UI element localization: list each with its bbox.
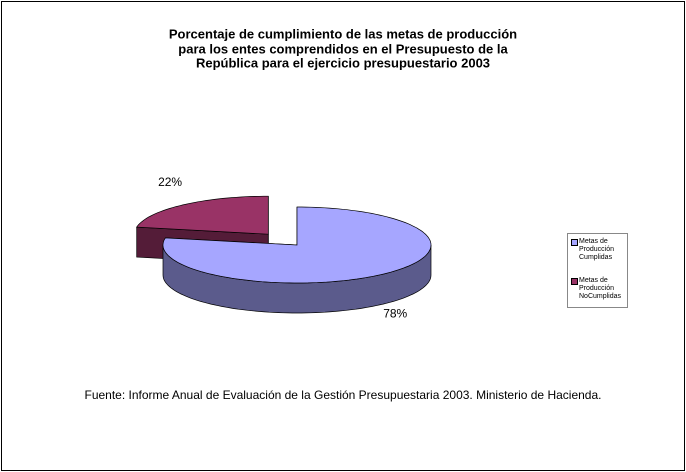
data-label: 78% [383,306,407,320]
pie: 22% 78% [136,175,432,320]
legend-label: Metas de Producción NoCumplidas [579,277,622,300]
chart-title: para los entes comprendidos en el Presup… [178,41,508,56]
source-note: Fuente: Informe Anual de Evaluación de l… [85,388,602,402]
chart-title: Porcentaje de cumplimiento de las metas … [169,26,517,41]
legend-swatch [571,278,578,285]
slice [136,195,269,235]
slice [162,206,432,284]
legend-swatch [571,239,578,246]
legend: Metas de Producción Cumplidas Metas de Pr… [567,233,628,308]
chart-title: República para el ejercicio presupuestar… [196,55,490,70]
legend-label: Metas de Producción Cumplidas [579,238,615,261]
data-label: 22% [158,175,182,189]
